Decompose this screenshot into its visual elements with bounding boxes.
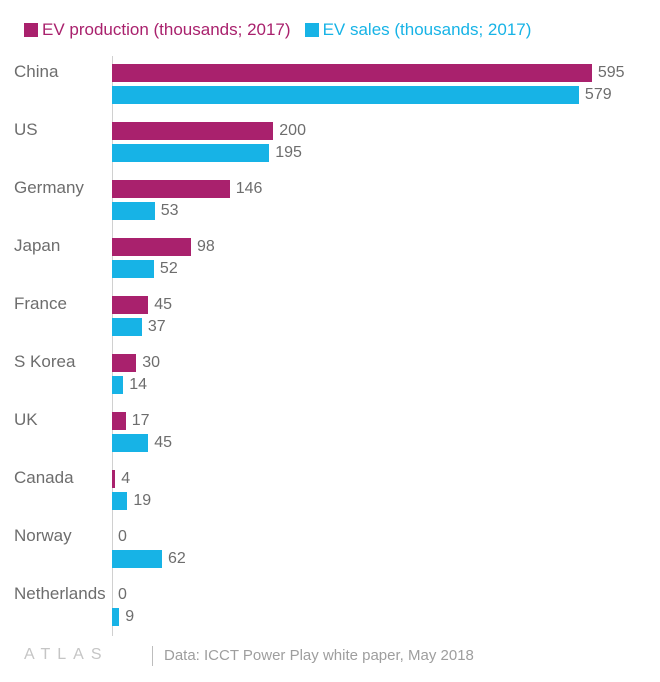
value-label-production: 595 <box>598 64 625 82</box>
legend: EV production (thousands; 2017) EV sales… <box>24 20 531 40</box>
category-label: Canada <box>14 468 74 488</box>
chart-row: UK 1745 <box>0 404 660 462</box>
ev-chart: EV production (thousands; 2017) EV sales… <box>0 0 660 682</box>
brand-logo: ATLAS <box>24 646 109 664</box>
legend-swatch-production <box>24 23 38 37</box>
bar-production <box>112 354 136 372</box>
bar-group: 3014 <box>112 346 660 404</box>
bar-production <box>112 180 230 198</box>
value-label-production: 30 <box>142 354 160 372</box>
category-label: Japan <box>14 236 60 256</box>
chart-row: S Korea3014 <box>0 346 660 404</box>
category-label: Netherlands <box>14 584 106 604</box>
bar-sales <box>112 492 127 510</box>
bar-production <box>112 64 592 82</box>
value-label-production: 0 <box>118 586 127 604</box>
category-label: France <box>14 294 67 314</box>
value-label-production: 200 <box>279 122 306 140</box>
value-label-sales: 45 <box>154 434 172 452</box>
value-label-production: 0 <box>118 528 127 546</box>
bar-sales <box>112 318 142 336</box>
bar-production <box>112 122 273 140</box>
value-label-sales: 52 <box>160 260 178 278</box>
source-text: Data: ICCT Power Play white paper, May 2… <box>164 647 474 664</box>
value-label-sales: 195 <box>275 144 302 162</box>
bar-sales <box>112 86 579 104</box>
chart-footer: ATLAS Data: ICCT Power Play white paper,… <box>0 638 660 664</box>
category-label: UK <box>14 410 38 430</box>
chart-row: Japan 98 52 <box>0 230 660 288</box>
bar-production <box>112 412 126 430</box>
bar-group: 1745 <box>112 404 660 462</box>
category-label: China <box>14 62 58 82</box>
value-label-sales: 19 <box>133 492 151 510</box>
chart-row: US200195 <box>0 114 660 172</box>
value-label-sales: 53 <box>161 202 179 220</box>
value-label-sales: 9 <box>125 608 134 626</box>
bar-group: 0 62 <box>112 520 660 578</box>
bar-production <box>112 238 191 256</box>
chart-row: Germany 146 53 <box>0 172 660 230</box>
value-label-production: 4 <box>121 470 130 488</box>
value-label-production: 45 <box>154 296 172 314</box>
bar-sales <box>112 608 119 626</box>
bar-group: 419 <box>112 462 660 520</box>
bar-group: 98 52 <box>112 230 660 288</box>
legend-swatch-sales <box>305 23 319 37</box>
category-label: Germany <box>14 178 84 198</box>
chart-row: Netherlands09 <box>0 578 660 636</box>
bar-sales <box>112 144 269 162</box>
bar-sales <box>112 376 123 394</box>
value-label-production: 17 <box>132 412 150 430</box>
bar-group: 09 <box>112 578 660 636</box>
value-label-sales: 62 <box>168 550 186 568</box>
bar-production <box>112 470 115 488</box>
legend-item-sales: EV sales (thousands; 2017) <box>305 20 532 40</box>
plot-area: China595579US200195Germany14653Japan9852… <box>0 56 660 636</box>
chart-row: Canada 419 <box>0 462 660 520</box>
value-label-sales: 579 <box>585 86 612 104</box>
value-label-production: 98 <box>197 238 215 256</box>
bar-sales <box>112 550 162 568</box>
bar-sales <box>112 202 155 220</box>
category-label: S Korea <box>14 352 75 372</box>
category-label: Norway <box>14 526 72 546</box>
source-separator <box>152 646 153 666</box>
value-label-production: 146 <box>236 180 263 198</box>
value-label-sales: 37 <box>148 318 166 336</box>
bar-group: 4537 <box>112 288 660 346</box>
bar-group: 200195 <box>112 114 660 172</box>
category-label: US <box>14 120 38 140</box>
bar-group: 146 53 <box>112 172 660 230</box>
chart-row: China595579 <box>0 56 660 114</box>
bar-sales <box>112 434 148 452</box>
chart-row: Norway 0 62 <box>0 520 660 578</box>
legend-label-sales: EV sales (thousands; 2017) <box>323 20 532 40</box>
chart-row: France4537 <box>0 288 660 346</box>
value-label-sales: 14 <box>129 376 147 394</box>
bar-sales <box>112 260 154 278</box>
legend-label-production: EV production (thousands; 2017) <box>42 20 291 40</box>
bar-production <box>112 296 148 314</box>
legend-item-production: EV production (thousands; 2017) <box>24 20 291 40</box>
bar-group: 595579 <box>112 56 660 114</box>
